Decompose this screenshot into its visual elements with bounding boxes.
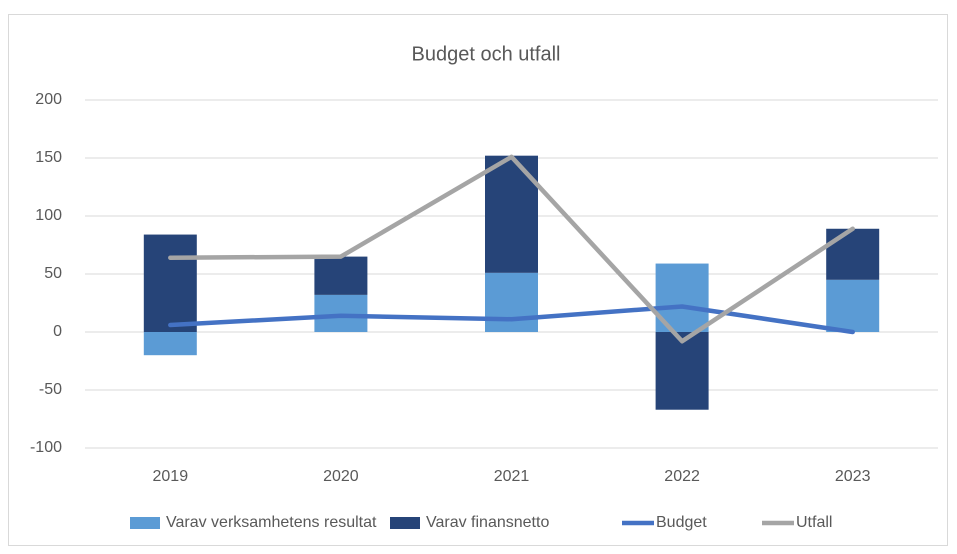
bar	[143, 332, 197, 356]
bar	[826, 228, 880, 280]
y-tick-label: 100	[35, 207, 62, 224]
y-tick-label: -100	[30, 439, 62, 456]
x-tick-label: 2020	[323, 468, 359, 485]
bar	[314, 256, 368, 295]
bar	[655, 332, 709, 410]
legend-label: Varav finansnetto	[426, 514, 549, 531]
bar	[485, 272, 538, 332]
x-tick-label: 2023	[835, 468, 871, 485]
bar	[826, 279, 880, 332]
x-tick-label: 2019	[153, 468, 189, 485]
legend-swatch	[390, 517, 420, 529]
y-tick-label: 200	[35, 91, 62, 108]
y-tick-label: 50	[44, 265, 62, 282]
x-tick-label: 2021	[494, 468, 530, 485]
y-tick-label: 150	[35, 149, 62, 166]
y-tick-label: -50	[39, 381, 62, 398]
chart-title: Budget och utfall	[412, 43, 561, 65]
line	[168, 304, 855, 335]
legend-label: Budget	[656, 514, 707, 531]
y-tick-label: 0	[53, 323, 62, 340]
legend-label: Varav verksamhetens resultat	[166, 514, 377, 531]
x-tick-label: 2022	[664, 468, 700, 485]
bar	[485, 155, 538, 273]
legend-swatch	[130, 517, 160, 529]
legend-label: Utfall	[796, 514, 832, 531]
bar	[143, 234, 197, 332]
bar	[314, 294, 368, 332]
line	[168, 154, 855, 344]
